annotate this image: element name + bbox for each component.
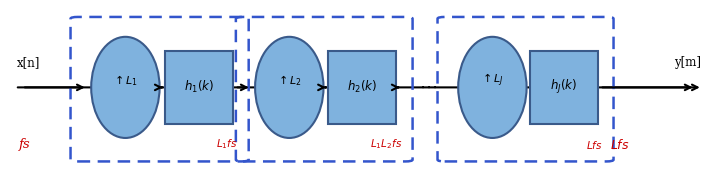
Text: $L_1fs$: $L_1fs$	[216, 137, 238, 151]
Text: $\uparrow$$L_1$: $\uparrow$$L_1$	[112, 73, 139, 88]
Text: $L_1L_2fs$: $L_1L_2fs$	[370, 137, 402, 151]
Text: $\uparrow$$L_2$: $\uparrow$$L_2$	[276, 73, 302, 88]
Text: $Lfs$: $Lfs$	[610, 138, 630, 152]
Ellipse shape	[255, 37, 323, 138]
Ellipse shape	[91, 37, 160, 138]
Bar	[530, 51, 598, 124]
Text: $\cdots$: $\cdots$	[419, 78, 437, 96]
Text: $Lfs$: $Lfs$	[586, 139, 603, 151]
Text: x[n]: x[n]	[16, 56, 40, 69]
Text: $h_1(k)$: $h_1(k)$	[183, 79, 213, 95]
Text: $h_J(k)$: $h_J(k)$	[550, 78, 577, 96]
Text: $h_2(k)$: $h_2(k)$	[347, 79, 377, 95]
Text: $\uparrow$$L_J$: $\uparrow$$L_J$	[481, 72, 504, 89]
Ellipse shape	[458, 37, 527, 138]
Bar	[328, 51, 396, 124]
Bar	[165, 51, 233, 124]
Text: y[m]: y[m]	[674, 56, 701, 69]
Text: fs: fs	[19, 138, 30, 151]
